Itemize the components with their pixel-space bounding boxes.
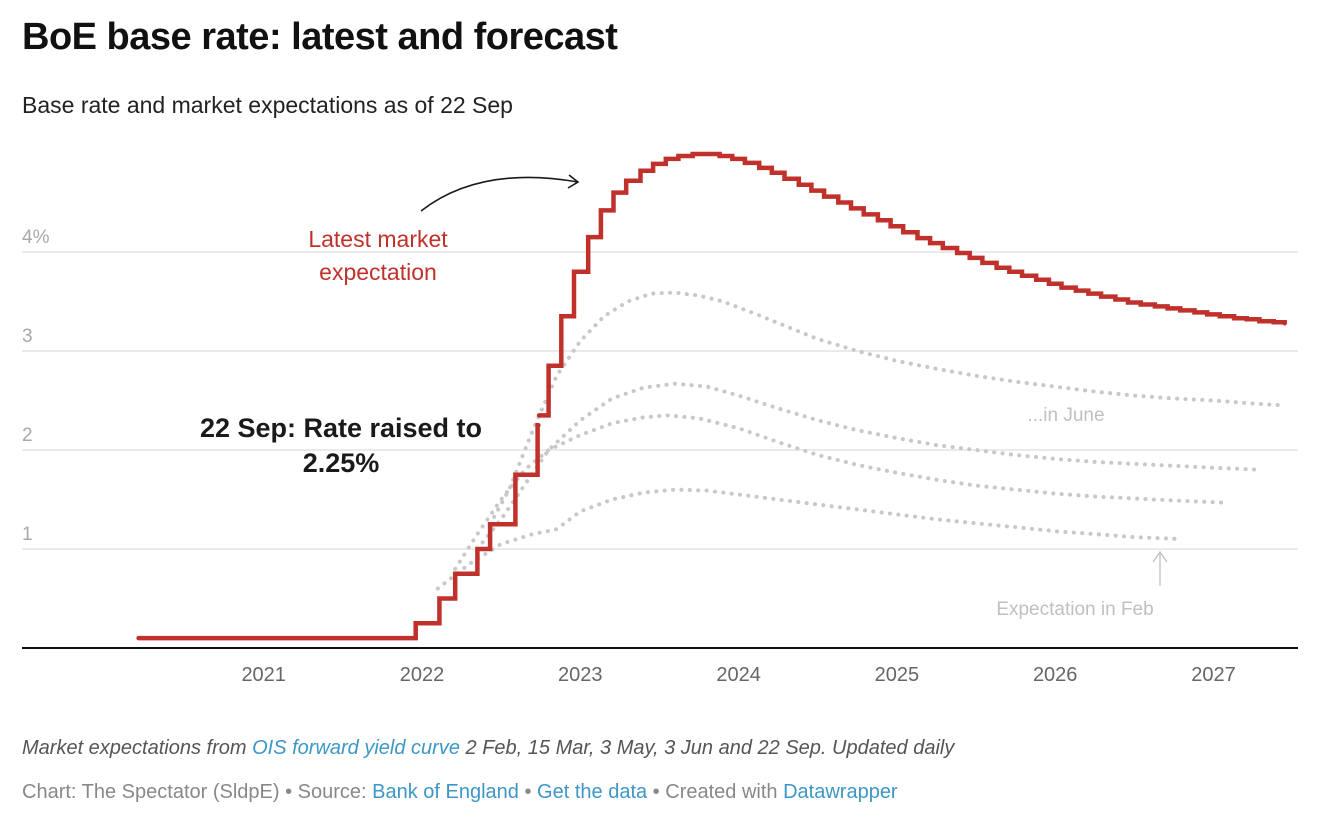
series-line-expectation-in-feb — [435, 487, 1184, 591]
annotation-text: 22 Sep: Rate raised to — [200, 413, 482, 443]
ois-curve-link[interactable]: OIS forward yield curve — [252, 737, 460, 759]
annotation-text: Expectation in Feb — [996, 599, 1153, 620]
feb-arrow-head-icon — [1152, 550, 1168, 563]
annotation-text: Latest market — [308, 226, 448, 252]
annotation-text: ...in June — [1027, 405, 1104, 426]
chart-title: BoE base rate: latest and forecast — [22, 16, 618, 58]
y-tick-label: 3 — [22, 326, 33, 347]
notes-suffix: 2 Feb, 15 Mar, 3 May, 3 Jun and 22 Sep. … — [459, 737, 955, 759]
byline-chart: Chart: The Spectator (SldpE) — [22, 781, 280, 803]
chart-notes: Market expectations from OIS forward yie… — [22, 737, 954, 760]
datawrapper-link[interactable]: Datawrapper — [783, 781, 898, 803]
annotation-text: 2.25% — [303, 448, 380, 478]
series-line-base-rate-actual- — [136, 423, 541, 641]
x-tick-label: 2023 — [558, 664, 603, 686]
byline-created: Created with — [665, 781, 784, 803]
y-axis-ticks: 1 2 3 4% — [22, 227, 50, 545]
source-link[interactable]: Bank of England — [372, 781, 519, 803]
annotation-arrow-icon — [420, 176, 579, 212]
separator: • — [279, 781, 298, 803]
y-tick-label: 2 — [22, 425, 33, 446]
separator: • — [518, 781, 538, 803]
series-line-latest-market-expectation-22-sep- — [536, 151, 1287, 418]
separator: • — [647, 781, 666, 803]
y-tick-label: 4% — [22, 227, 50, 248]
x-tick-label: 2026 — [1033, 664, 1078, 686]
chart-byline: Chart: The Spectator (SldpE) • Source: B… — [22, 781, 898, 804]
chart-subtitle: Base rate and market expectations as of … — [22, 92, 513, 118]
x-tick-label: 2027 — [1191, 664, 1236, 686]
x-tick-label: 2022 — [400, 664, 445, 686]
base-rate-series — [136, 151, 1287, 641]
expectation-series — [435, 290, 1287, 591]
annotations: Latest market expectation 22 Sep: Rate rai… — [200, 226, 1154, 620]
series-line-expectation-in-jun — [488, 290, 1287, 527]
byline-source-label: Source: — [297, 781, 373, 803]
get-data-link[interactable]: Get the data — [537, 781, 648, 803]
series-line-expectation-in-mar — [453, 413, 1224, 571]
y-tick-label: 1 — [22, 524, 33, 545]
x-tick-label: 2024 — [716, 664, 761, 686]
x-tick-label: 2025 — [875, 664, 920, 686]
notes-prefix: Market expectations from — [22, 737, 253, 759]
series-line-expectation-in-may — [475, 381, 1263, 551]
arrow-head-icon — [567, 174, 580, 189]
x-tick-label: 2021 — [241, 664, 286, 686]
gridlines — [22, 251, 1298, 550]
x-axis-ticks: 2021 2022 2023 2024 2025 2026 2027 — [241, 664, 1235, 686]
annotation-text: expectation — [319, 259, 437, 285]
